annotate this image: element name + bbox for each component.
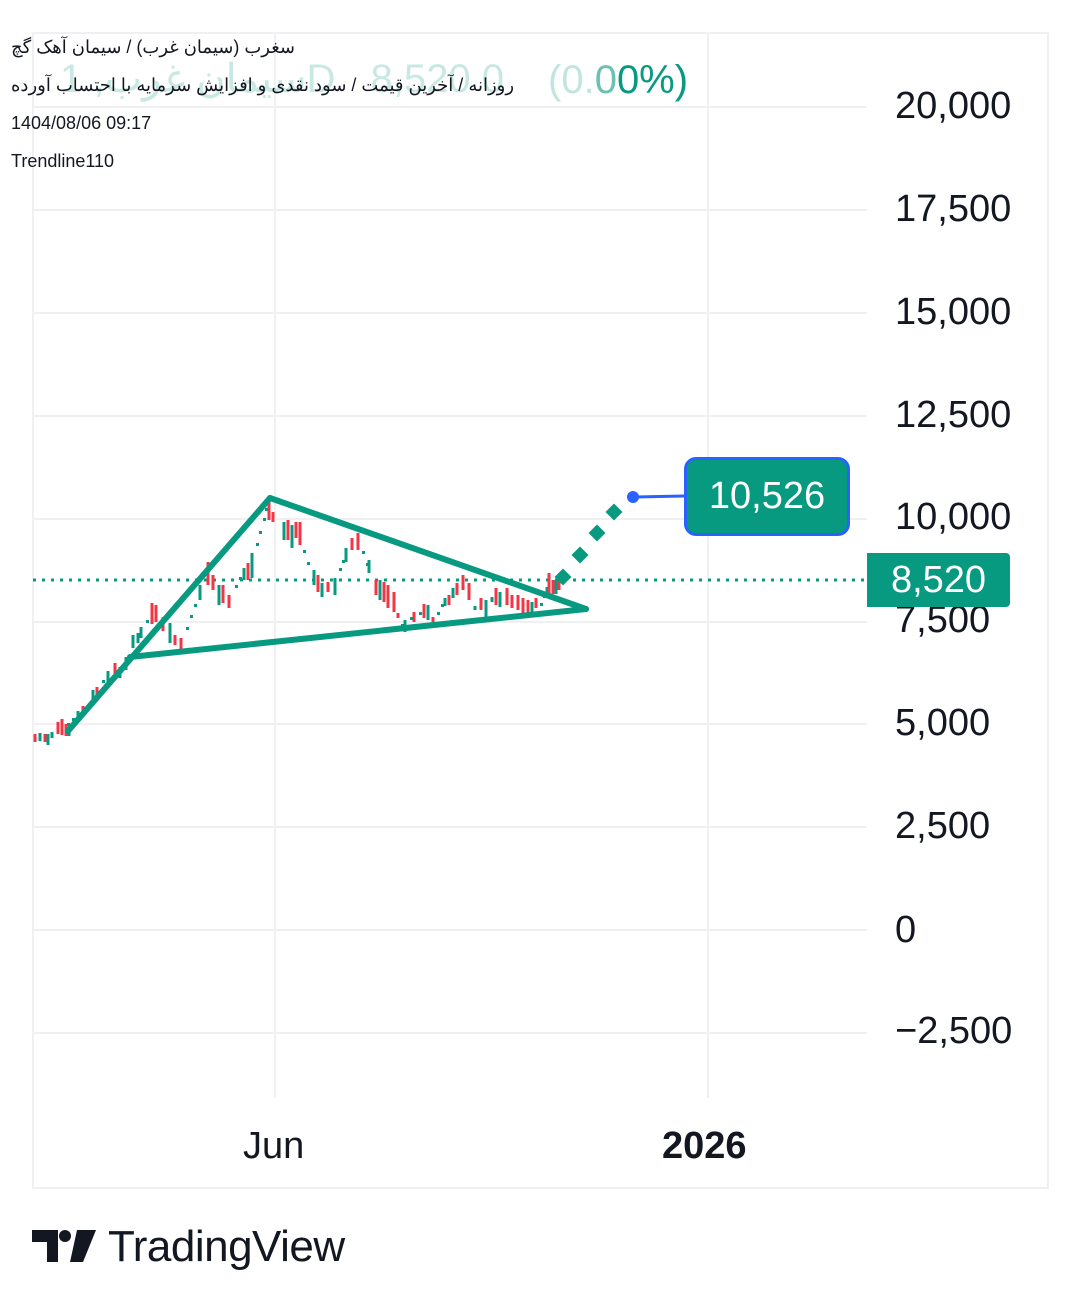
lower-trendline xyxy=(127,606,589,660)
y-tick: 15,000 xyxy=(895,291,1012,333)
dotted-path xyxy=(67,508,546,726)
symbol-watermark: سیمان غرب, 1D 8,520 0 xyxy=(60,56,504,102)
change-percent: (0.00%) xyxy=(548,58,689,102)
legend-title: سغرب (سیمان غرب) / سیمان آهک گچ xyxy=(11,37,295,57)
x-tick-jun: Jun xyxy=(243,1125,305,1167)
logo-text: TradingView xyxy=(108,1222,345,1271)
legend-author: Trendline110 xyxy=(11,151,115,171)
legend-subtitle: روزانه / آخرین قیمت / سود نقدی و افزایش … xyxy=(11,75,515,95)
target-point xyxy=(627,491,639,503)
y-tick: 0 xyxy=(895,909,917,951)
target-price-label[interactable]: 10,526 xyxy=(684,457,850,536)
tradingview-logo-icon xyxy=(32,1230,96,1262)
target-connector xyxy=(632,494,685,499)
x-tick-2026: 2026 xyxy=(662,1125,747,1167)
watermark-symbol: سیمان غرب, 1D xyxy=(60,57,336,101)
last-price-label: 8,520 xyxy=(867,553,1010,607)
vertical-gridlines xyxy=(274,34,709,1098)
horizontal-gridlines xyxy=(33,106,867,1034)
tradingview-logo[interactable]: TradingView xyxy=(32,1222,345,1272)
flagpole-line xyxy=(65,495,273,734)
y-tick: 10,000 xyxy=(895,496,1012,538)
y-tick: 12,500 xyxy=(895,394,1012,436)
chart-legend: سغرب (سیمان غرب) / سیمان آهک گچ روزانه /… xyxy=(11,28,514,180)
legend-datetime: 1404/08/06 09:17 xyxy=(11,113,152,133)
y-tick: 20,000 xyxy=(895,85,1012,127)
projection-path xyxy=(554,503,623,586)
y-tick: 5,000 xyxy=(895,702,991,744)
y-tick: 17,500 xyxy=(895,188,1012,230)
upper-trendline xyxy=(267,495,589,612)
chart-frame xyxy=(32,32,1049,1189)
y-tick: −2,500 xyxy=(895,1010,1013,1052)
candles xyxy=(33,497,561,745)
watermark-price: 8,520 0 xyxy=(370,57,504,101)
y-tick: 2,500 xyxy=(895,805,991,847)
triangle-pattern xyxy=(65,495,589,734)
